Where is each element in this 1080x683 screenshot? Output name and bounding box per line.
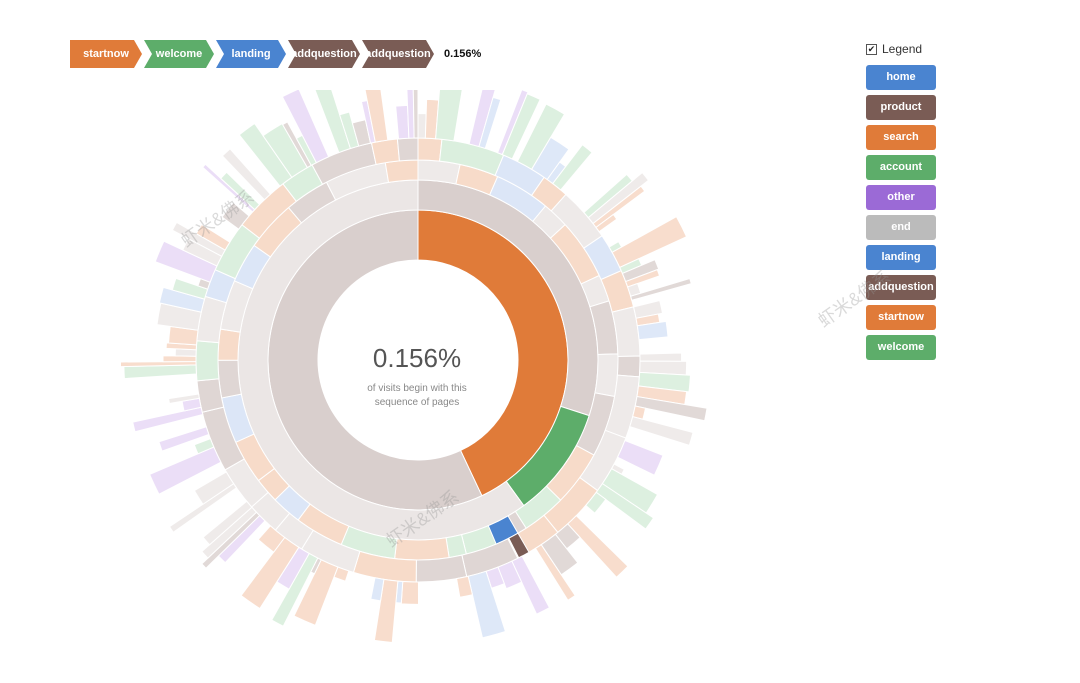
breadcrumb-item-label: landing [231, 48, 271, 60]
arc-fringe[interactable] [552, 144, 593, 191]
arc-fringe[interactable] [193, 471, 235, 505]
arc-segment[interactable] [195, 340, 220, 382]
arc-fringe[interactable] [132, 406, 204, 433]
legend-item-landing[interactable]: landing [866, 245, 936, 270]
arc-segment[interactable] [417, 137, 443, 162]
arc-segment[interactable] [217, 359, 242, 399]
legend-toggle[interactable]: ✔ Legend [866, 40, 946, 58]
arc-fringe[interactable] [221, 148, 272, 201]
breadcrumb-item-label: welcome [155, 48, 203, 60]
legend-toggle-label: Legend [882, 42, 923, 56]
arc-fringe[interactable] [616, 439, 664, 476]
arc-fringe[interactable] [395, 104, 410, 140]
arc-fringe[interactable] [417, 112, 427, 139]
arc-segment[interactable] [396, 137, 419, 162]
arc-fringe[interactable] [158, 426, 210, 452]
arc-fringe[interactable] [455, 575, 474, 598]
arc-segment[interactable] [217, 328, 241, 361]
arc-fringe[interactable] [435, 90, 466, 142]
arc-fringe[interactable] [595, 213, 618, 233]
arc-fringe[interactable] [281, 90, 330, 164]
arc-fringe[interactable] [567, 514, 629, 578]
arc-fringe[interactable] [202, 500, 253, 546]
arc-fringe[interactable] [193, 438, 215, 455]
center-caption-line1: of visits begin with this [367, 383, 467, 394]
arc-segment[interactable] [594, 353, 619, 398]
legend-item-welcome[interactable]: welcome [866, 335, 936, 360]
legend-item-search[interactable]: search [866, 125, 936, 150]
arc-fringe[interactable] [400, 580, 420, 605]
arc-fringe[interactable] [362, 90, 389, 143]
arc-fringe[interactable] [221, 201, 250, 230]
breadcrumb-item: addquestion [288, 40, 360, 68]
breadcrumb-item-label: addquestion [365, 48, 431, 60]
arc-fringe[interactable] [220, 171, 261, 211]
arc-fringe[interactable] [412, 90, 419, 139]
arc-addquestion[interactable] [508, 532, 530, 559]
legend-item-startnow[interactable]: startnow [866, 305, 936, 330]
arc-fringe[interactable] [629, 415, 694, 446]
arc-fringe[interactable] [636, 320, 669, 341]
legend-item-end[interactable]: end [866, 215, 936, 240]
arc-segment[interactable] [384, 159, 419, 183]
arc-fringe[interactable] [585, 491, 607, 514]
arc-fringe[interactable] [611, 216, 688, 269]
arc-fringe[interactable] [257, 525, 286, 553]
arc-fringe[interactable] [630, 277, 692, 301]
arc-fringe[interactable] [639, 352, 683, 362]
arc-fringe[interactable] [168, 393, 200, 405]
arc-fringe[interactable] [534, 543, 576, 601]
legend-item-account[interactable]: account [866, 155, 936, 180]
legend-item-home[interactable]: home [866, 65, 936, 90]
breadcrumb-item-label: addquestion [291, 48, 357, 60]
sunburst-chart [120, 90, 708, 644]
arc-segment[interactable] [616, 355, 641, 378]
center-caption-line2: sequence of pages [374, 397, 460, 408]
arc-fringe[interactable] [511, 555, 551, 615]
legend-item-other[interactable]: other [866, 185, 936, 210]
arc-fringe[interactable] [370, 577, 385, 602]
arc-segment[interactable] [370, 138, 400, 166]
breadcrumb-percent: 0.156% [444, 48, 482, 60]
arc-fringe[interactable] [123, 364, 197, 380]
legend: ✔ Legend home product search account other en… [866, 40, 946, 365]
breadcrumb-item: startnow [70, 40, 142, 68]
arc-fringe[interactable] [195, 223, 231, 251]
legend-checkbox[interactable]: ✔ [866, 43, 877, 55]
legend-item-addquestion[interactable]: addquestion [866, 275, 936, 300]
breadcrumb-item: landing [216, 40, 286, 68]
breadcrumb-item: welcome [144, 40, 214, 68]
arc-fringe[interactable] [587, 171, 650, 225]
breadcrumb-item-label: startnow [83, 48, 129, 60]
breadcrumb-item: addquestion [362, 40, 434, 68]
legend-item-product[interactable]: product [866, 95, 936, 120]
arc-fringe[interactable] [501, 93, 541, 160]
center-percent: 0.156% [372, 343, 462, 373]
arc-fringe[interactable] [478, 96, 502, 150]
breadcrumb: startnow welcome landing addquestion addques… [70, 40, 481, 68]
